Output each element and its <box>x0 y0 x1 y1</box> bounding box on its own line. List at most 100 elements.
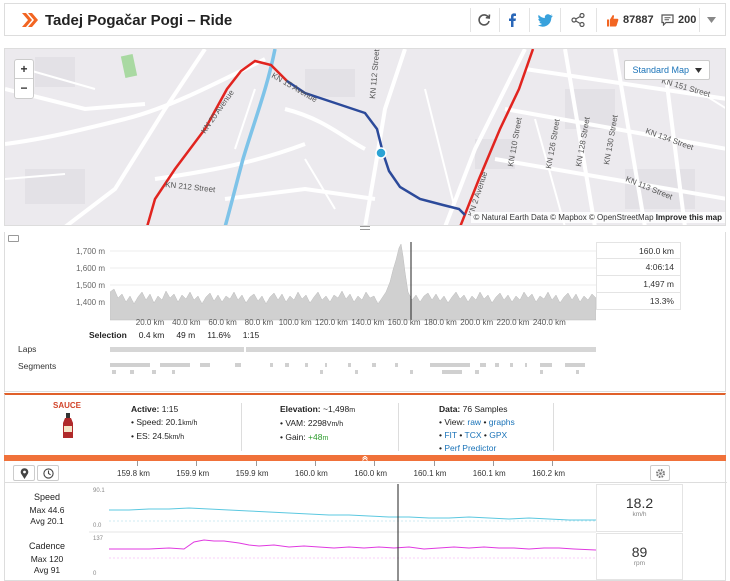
pin-toggle[interactable] <box>13 465 35 481</box>
segment-mark[interactable] <box>540 363 552 367</box>
segment-mark[interactable] <box>200 363 210 367</box>
cadence-current: 89 rpm <box>596 533 683 580</box>
segment-mark[interactable] <box>565 363 585 367</box>
speed-current-value: 18.2 <box>625 495 654 511</box>
segment-mark[interactable] <box>235 363 241 367</box>
map-pin-icon <box>20 467 28 479</box>
divider <box>529 8 530 32</box>
graphs-link[interactable]: graphs <box>488 417 515 427</box>
elevation-chart[interactable] <box>110 242 596 332</box>
keyboard-icon[interactable] <box>8 235 19 242</box>
es-label: ES: <box>136 431 151 441</box>
segment-mark[interactable] <box>110 363 150 367</box>
segment-mark[interactable] <box>540 370 543 374</box>
activity-title: Tadej Pogačar Pogi – Ride <box>45 12 233 29</box>
segment-mark[interactable] <box>525 363 527 367</box>
segment-mark[interactable] <box>325 363 327 367</box>
street-label: KN 212 Street <box>165 180 217 194</box>
elevation-y-label: 1,400 m <box>76 298 105 307</box>
map-canvas[interactable]: KN 20 Avenue KN 15 Avenue KN 112 Street … <box>5 49 726 226</box>
cadence-name: Cadence <box>28 541 66 551</box>
segment-mark[interactable] <box>410 370 413 374</box>
elevation-x-label: 180.0 km <box>423 318 457 327</box>
vam-label: VAM: <box>285 418 306 428</box>
chevron-up-icon <box>362 454 368 461</box>
zoom-out-button[interactable]: − <box>20 81 28 95</box>
stream-charts[interactable] <box>89 484 596 581</box>
segment-mark[interactable] <box>495 363 499 367</box>
segment-mark[interactable] <box>372 363 376 367</box>
segment-mark[interactable] <box>160 363 190 367</box>
settings-button[interactable] <box>650 465 670 481</box>
twitter-icon <box>538 13 553 27</box>
segment-mark[interactable] <box>130 370 134 374</box>
segment-mark[interactable] <box>475 370 479 374</box>
dot-separator: • <box>459 430 463 440</box>
zoom-in-button[interactable]: + <box>15 60 33 79</box>
active-column: Active: 1:15 • Speed: 20.1km/h • ES: 24.… <box>131 404 198 441</box>
elevation-y-label: 1,500 m <box>76 281 105 290</box>
stream-x-axis: 159.8 km 159.9 km 159.9 km 160.0 km 160.0 km… <box>5 461 727 483</box>
segment-mark[interactable] <box>430 363 470 367</box>
gain-label: Gain: <box>285 432 306 442</box>
perf-predictor-link[interactable]: Perf Predictor <box>444 443 497 453</box>
street-label: KN 134 Street <box>644 126 695 152</box>
speed-value: 20.1 <box>165 417 183 427</box>
selection-elevation: 49 m <box>176 330 196 340</box>
segment-mark[interactable] <box>510 363 513 367</box>
divider <box>553 403 554 451</box>
segment-mark[interactable] <box>395 363 398 367</box>
stream-tick-mark <box>552 461 554 466</box>
segment-mark[interactable] <box>355 370 358 374</box>
segment-mark[interactable] <box>348 363 351 367</box>
map-attribution: © Natural Earth Data © Mapbox © OpenStre… <box>470 212 725 223</box>
more-options-button[interactable] <box>707 10 716 30</box>
segment-mark[interactable] <box>285 363 289 367</box>
speed-label: Speed: <box>136 417 164 427</box>
segment-mark[interactable] <box>576 370 579 374</box>
attribution-text: © Natural Earth Data © Mapbox © OpenStre… <box>473 213 656 222</box>
share-button[interactable] <box>571 10 585 30</box>
elevation-y-label: 1,600 m <box>76 264 105 273</box>
segment-mark[interactable] <box>442 370 462 374</box>
segment-mark[interactable] <box>112 370 116 374</box>
speed-stream-label: Speed Max 44.6 Avg 20.1 <box>5 492 89 527</box>
kudos-button[interactable]: 87887 <box>606 10 654 30</box>
twitter-share-button[interactable] <box>538 10 553 30</box>
segments-bar[interactable] <box>110 362 596 378</box>
stream-tick-mark <box>492 461 494 466</box>
selection-time: 1:15 <box>242 330 260 340</box>
gpx-link[interactable]: GPX <box>489 430 508 440</box>
gear-icon <box>655 468 665 478</box>
map-type-select[interactable]: Standard Map <box>624 60 710 80</box>
facebook-share-button[interactable] <box>507 10 517 30</box>
time-toggle[interactable] <box>37 465 59 481</box>
route-return <box>459 49 535 225</box>
fit-link[interactable]: FIT <box>444 430 457 440</box>
segment-mark[interactable] <box>320 370 323 374</box>
comments-button[interactable]: 200 <box>661 10 696 30</box>
divider <box>596 8 597 32</box>
segment-mark[interactable] <box>480 363 486 367</box>
tcx-link[interactable]: TCX <box>464 430 482 440</box>
segment-mark[interactable] <box>305 363 308 367</box>
sync-button[interactable] <box>477 10 491 30</box>
collapse-handle[interactable] <box>4 454 726 461</box>
position-marker[interactable] <box>375 147 387 159</box>
segment-mark[interactable] <box>270 363 273 367</box>
stream-tick-label: 159.9 km <box>235 469 269 478</box>
laps-bar[interactable] <box>110 347 596 352</box>
segment-mark[interactable] <box>172 370 175 374</box>
raw-link[interactable]: raw <box>467 417 482 427</box>
river <box>223 49 277 225</box>
map-resize-handle[interactable] <box>359 225 371 231</box>
elevation-x-label: 160.0 km <box>387 318 421 327</box>
speed-unit: km/h <box>182 420 198 427</box>
comment-icon <box>661 14 674 26</box>
selection-summary: Selection 0.4 km 49 m 11.6% 1:15 <box>89 330 259 340</box>
improve-map-link[interactable]: Improve this map <box>655 213 722 222</box>
elevation-x-label: 220.0 km <box>496 318 530 327</box>
route-map[interactable]: KN 20 Avenue KN 15 Avenue KN 112 Street … <box>4 48 726 226</box>
activity-header: Tadej Pogačar Pogi – Ride 87887 200 <box>4 3 726 36</box>
segment-mark[interactable] <box>152 370 156 374</box>
